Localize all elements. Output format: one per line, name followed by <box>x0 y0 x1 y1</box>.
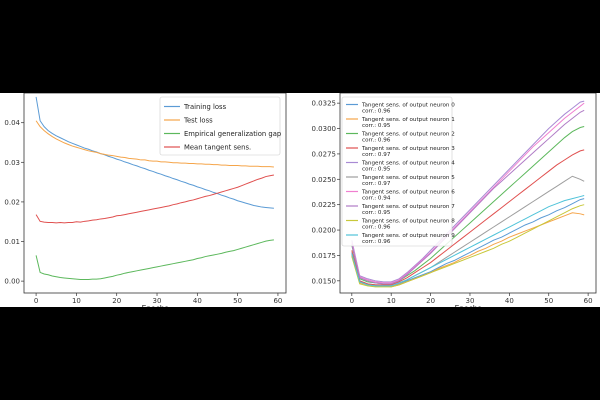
series-line-9 <box>351 204 585 288</box>
x-tick-label: 0 <box>34 297 38 305</box>
legend-label: Tangent sens. of output neuron 0 <box>361 103 455 109</box>
legend-corr: corr.: 0.96 <box>362 239 391 245</box>
y-tick-label: 0.04 <box>4 119 20 127</box>
x-tick-label: 10 <box>387 297 396 305</box>
legend-box <box>341 96 453 247</box>
series-line-2 <box>35 120 274 168</box>
legend-label: Tangent sens. of output neuron 7 <box>361 204 455 210</box>
series-line-4 <box>35 174 275 224</box>
legend-label: Tangent sens. of output neuron 6 <box>361 190 455 196</box>
legend-corr: corr.: 0.95 <box>362 123 391 129</box>
legend-corr: corr.: 0.95 <box>362 210 391 216</box>
legend-label: Tangent sens. of output neuron 1 <box>361 117 455 123</box>
legend-label: Tangent sens. of output neuron 2 <box>361 132 455 138</box>
y-tick-label: 0.00 <box>4 278 20 286</box>
series-line-7 <box>351 102 585 284</box>
series-line-3 <box>35 239 274 281</box>
y-tick-label: 0.0325 <box>312 100 337 108</box>
figure-canvas: 0 10 20 30 40 50 60 0.00 0.01 0.02 0.03 0.04 Epochs T… <box>0 93 600 307</box>
series-line-1 <box>35 96 274 209</box>
charts-svg: 0 10 20 30 40 50 60 0.00 0.01 0.02 0.03 0.04 Epochs T… <box>4 93 597 307</box>
legend-label: Tangent sens. of output neuron 9 <box>361 233 455 239</box>
x-tick-label: 50 <box>544 297 553 305</box>
y-tick-label: 0.0300 <box>312 125 337 133</box>
y-tick-label: 0.03 <box>4 159 20 167</box>
x-tick-label: 60 <box>273 297 282 305</box>
legend-label: Test loss <box>183 117 213 125</box>
x-axis-label: Epochs <box>455 304 482 307</box>
x-tick-label: 60 <box>584 297 593 305</box>
legend-label: Training loss <box>183 103 227 111</box>
series-line-10 <box>351 195 585 287</box>
x-tick-label: 30 <box>466 297 475 305</box>
y-tick-label: 0.01 <box>4 238 20 246</box>
legend-label: Tangent sens. of output neuron 4 <box>361 161 455 167</box>
legend-label: Empirical generalization gap <box>184 130 281 138</box>
x-tick-label: 20 <box>112 297 121 305</box>
y-tick-label: 0.0275 <box>312 150 337 158</box>
legend-corr: corr.: 0.96 <box>362 109 391 115</box>
legend-corr: corr.: 0.94 <box>362 196 391 202</box>
legend-corr: corr.: 0.97 <box>362 152 391 158</box>
chart-1: 0 10 20 30 40 50 60 0.00 0.01 0.02 0.03 0.04 Epochs T… <box>4 93 287 307</box>
y-tick-label: 0.0175 <box>312 252 337 260</box>
x-axis-label: Epochs <box>142 304 169 307</box>
x-tick-label: 50 <box>233 297 242 305</box>
x-tick-label: 10 <box>72 297 81 305</box>
y-tick-label: 0.02 <box>4 198 20 206</box>
x-tick-label: 40 <box>505 297 514 305</box>
y-tick-label: 0.0225 <box>312 201 337 209</box>
legend-label: Tangent sens. of output neuron 5 <box>361 175 455 181</box>
legend-corr: corr.: 0.96 <box>362 225 391 231</box>
x-tick-label: 30 <box>153 297 162 305</box>
chart-2: 0 10 20 30 40 50 60 0.0150 0.0175 0.0200 0.0225 0.0… <box>312 93 597 307</box>
legend-corr: corr.: 0.96 <box>362 138 391 144</box>
x-tick-label: 20 <box>426 297 435 305</box>
series-line-8 <box>351 109 585 285</box>
legend-label: Tangent sens. of output neuron 3 <box>361 146 455 152</box>
legend-corr: corr.: 0.97 <box>362 181 391 187</box>
series-line-4 <box>351 149 585 286</box>
legend-corr: corr.: 0.95 <box>362 167 391 173</box>
x-tick-label: 0 <box>350 297 354 305</box>
legend-label: Tangent sens. of output neuron 8 <box>361 219 455 225</box>
series-line-5 <box>351 100 585 283</box>
legend-box <box>159 96 281 156</box>
y-tick-label: 0.0250 <box>312 176 337 184</box>
legend-label: Mean tangent sens. <box>184 144 251 152</box>
y-tick-label: 0.0200 <box>312 227 337 235</box>
y-tick-label: 0.0150 <box>312 277 337 285</box>
x-tick-label: 40 <box>193 297 202 305</box>
